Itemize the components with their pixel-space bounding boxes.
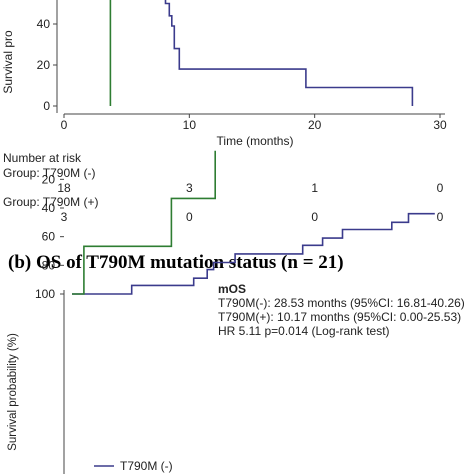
bottom-km-curve-pos <box>72 150 216 295</box>
bottom-km-curve-neg <box>72 212 435 295</box>
top-y-tick-label: 40 <box>37 17 51 31</box>
top-x-tick-label: 20 <box>308 118 322 132</box>
top-km-curve-neg <box>164 0 414 106</box>
annotation-hr: HR 5.11 p=0.014 (Log-rank test) <box>218 324 390 338</box>
top-y-tick-label: 20 <box>37 58 51 72</box>
bottom-y-tick-label: 100 <box>35 287 55 301</box>
top-x-tick-label: 0 <box>61 118 68 132</box>
at-risk-header: Number at risk <box>3 151 82 165</box>
at-risk-value: 18 <box>57 181 71 195</box>
bottom-y-axis-label: Survival probability (%) <box>7 333 19 451</box>
top-y-axis-label: Survival pro <box>1 30 15 94</box>
at-risk-value: 3 <box>61 210 68 224</box>
at-risk-group-neg-label: Group: T790M (-) <box>3 166 95 180</box>
top-x-axis-label: Time (months) <box>217 134 294 148</box>
top-km-curve-pos <box>109 0 112 106</box>
legend-label-neg: T790M (-) <box>120 459 173 473</box>
annotation-pos: T790M(+): 10.17 months (95%CI: 0.00-25.5… <box>218 310 461 324</box>
bottom-y-tick-label: 60 <box>42 230 56 244</box>
at-risk-value: 1 <box>311 181 318 195</box>
at-risk-value: 0 <box>437 181 444 195</box>
annotation-neg: T790M(-): 28.53 months (95%CI: 16.81-40.… <box>218 296 465 310</box>
at-risk-value: 0 <box>311 210 318 224</box>
bottom-annotation: mOS T790M(-): 28.53 months (95%CI: 16.81… <box>218 282 465 338</box>
at-risk-group-pos-label: Group: T790M (+) <box>3 195 98 209</box>
bottom-panel-title: (b) OS of T790M mutation status (n = 21) <box>8 252 344 273</box>
at-risk-value: 0 <box>186 210 193 224</box>
bottom-legend: T790M (-) <box>94 459 173 473</box>
top-x-tick-label: 30 <box>433 118 447 132</box>
at-risk-value: 0 <box>437 210 444 224</box>
bottom-y-tick-label: 20 <box>42 172 56 186</box>
bottom-y-tick-label: 80 <box>42 258 56 272</box>
top-y-tick-label: 0 <box>43 99 50 113</box>
bottom-y-tick-label: 40 <box>42 201 56 215</box>
top-x-tick-label: 10 <box>183 118 197 132</box>
at-risk-value: 3 <box>186 181 193 195</box>
annotation-mos: mOS <box>218 282 246 296</box>
